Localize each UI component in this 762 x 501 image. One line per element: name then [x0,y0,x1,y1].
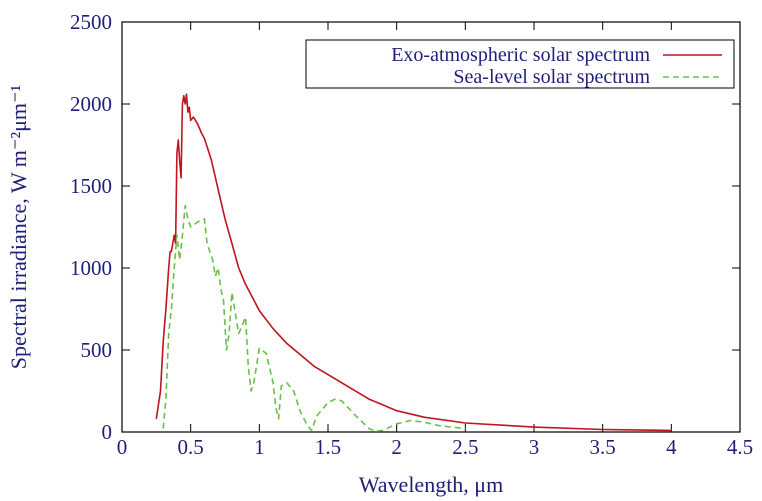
y-axis-label: Spectral irradiance, W m⁻²μm⁻¹ [6,85,31,369]
legend-box [305,39,735,89]
series-exo-atmospheric-line [155,93,672,432]
x-tick-label: 1 [254,435,265,459]
y-tick-label: 2000 [70,92,112,116]
plot-axes: 0 0.5 1 1.5 2 2.5 3 3.5 4 4.5 0 500 1000 1500 2000 2500 [70,10,753,459]
y-tick-label: 500 [81,338,113,362]
series-sea-level-line [162,204,466,432]
y-tick-label: 2500 [70,10,112,34]
y-tick-label: 0 [102,420,113,444]
x-tick-label: 0.5 [178,435,204,459]
x-tick-label: 3.5 [590,435,616,459]
x-tick-label: 2 [391,435,402,459]
legend-label: Sea-level solar spectrum [453,66,650,88]
y-tick-label: 1500 [70,174,112,198]
x-tick-label: 1.5 [315,435,341,459]
x-tick-label: 3 [529,435,540,459]
x-tick-label: 4.5 [727,435,753,459]
x-tick-label: 0 [117,435,128,459]
plot-frame [121,21,741,433]
legend-label: Exo-atmospheric solar spectrum [391,44,650,66]
x-tick-label: 2.5 [452,435,478,459]
y-tick-label: 1000 [70,256,112,280]
series-lines [155,93,672,432]
x-axis-label: Wavelength, μm [359,472,503,497]
x-tick-label: 4 [666,435,677,459]
legend: Exo-atmospheric solar spectrumSea-level … [305,39,735,89]
